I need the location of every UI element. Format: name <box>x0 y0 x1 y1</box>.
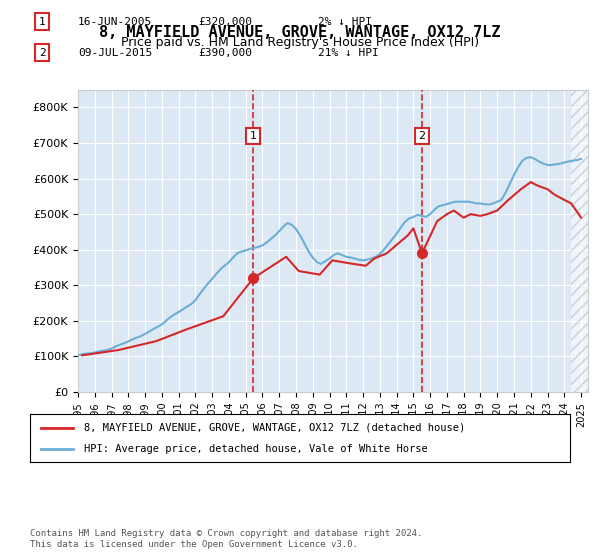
Text: 16-JUN-2005: 16-JUN-2005 <box>78 17 152 27</box>
Text: Contains HM Land Registry data © Crown copyright and database right 2024.
This d: Contains HM Land Registry data © Crown c… <box>30 529 422 549</box>
Text: 2: 2 <box>38 48 46 58</box>
Text: HPI: Average price, detached house, Vale of White Horse: HPI: Average price, detached house, Vale… <box>84 444 428 454</box>
Bar <box>571 90 588 392</box>
Text: 2: 2 <box>418 131 425 141</box>
Text: 1: 1 <box>38 17 46 27</box>
Text: Price paid vs. HM Land Registry's House Price Index (HPI): Price paid vs. HM Land Registry's House … <box>121 36 479 49</box>
Text: 21% ↓ HPI: 21% ↓ HPI <box>318 48 379 58</box>
Text: 09-JUL-2015: 09-JUL-2015 <box>78 48 152 58</box>
Text: £320,000: £320,000 <box>198 17 252 27</box>
Text: 2% ↓ HPI: 2% ↓ HPI <box>318 17 372 27</box>
Text: 8, MAYFIELD AVENUE, GROVE, WANTAGE, OX12 7LZ (detached house): 8, MAYFIELD AVENUE, GROVE, WANTAGE, OX12… <box>84 423 465 433</box>
Text: 8, MAYFIELD AVENUE, GROVE, WANTAGE, OX12 7LZ: 8, MAYFIELD AVENUE, GROVE, WANTAGE, OX12… <box>99 25 501 40</box>
Text: £390,000: £390,000 <box>198 48 252 58</box>
Text: 1: 1 <box>250 131 257 141</box>
